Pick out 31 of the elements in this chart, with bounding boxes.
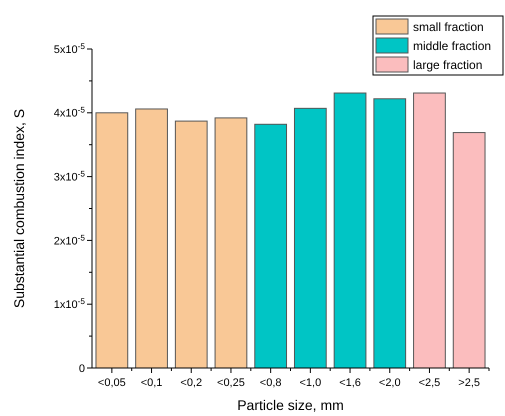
bar: [413, 92, 446, 368]
y-axis-title: Substantial combustion index, S: [11, 108, 27, 308]
x-tick-label: >2,5: [458, 377, 480, 389]
x-tick-label: <2,0: [378, 377, 401, 389]
x-axis-title: Particle size, mm: [237, 397, 344, 413]
x-tick-label: <0,25: [217, 377, 245, 389]
bar: [95, 112, 128, 368]
y-tick-label: 2x10$^{-5}$: [54, 232, 86, 248]
bar: [214, 117, 248, 368]
bar: [294, 108, 327, 368]
x-tick-label: <0,1: [140, 377, 162, 389]
legend-label: small fraction: [413, 20, 484, 34]
y-tick-label: 0: [78, 362, 85, 375]
x-tick-label: <0,2: [180, 377, 202, 389]
bar: [452, 132, 486, 368]
y-tick-label: 5x10$^{-5}$: [54, 41, 86, 56]
bar: [135, 108, 168, 368]
bar: [254, 124, 288, 368]
bar: [334, 92, 366, 368]
legend-label: large fraction: [413, 58, 482, 72]
legend-label: middle fraction: [413, 39, 492, 54]
bar: [373, 98, 406, 368]
y-tick-label: 3x10$^{-5}$: [54, 168, 86, 184]
y-tick-label: 1x10$^{-5}$: [54, 296, 86, 312]
x-tick-label: <0,8: [260, 377, 282, 389]
x-tick-label: <2,5: [418, 377, 440, 389]
y-tick-label: 4x10$^{-5}$: [54, 105, 86, 120]
x-tick-label: <0,05: [98, 377, 126, 389]
bar: [174, 120, 208, 368]
x-tick-label: <1,6: [339, 377, 361, 389]
x-tick-label: <1,0: [299, 377, 322, 389]
